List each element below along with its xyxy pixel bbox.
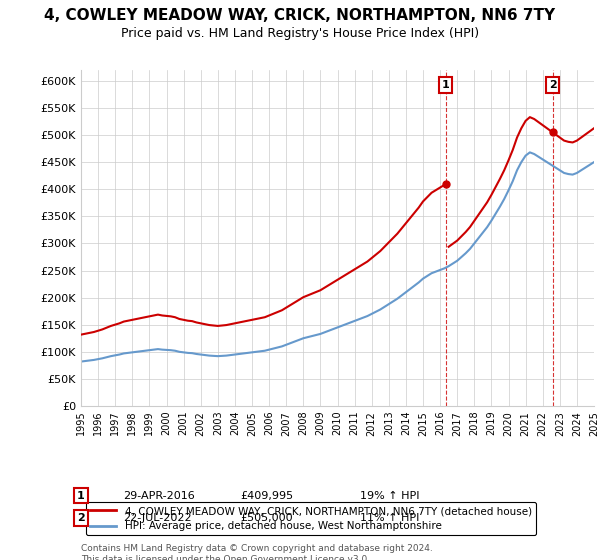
Text: Contains HM Land Registry data © Crown copyright and database right 2024.
This d: Contains HM Land Registry data © Crown c… <box>81 544 433 560</box>
Text: 1: 1 <box>77 491 85 501</box>
Text: £505,000: £505,000 <box>240 513 293 523</box>
Text: 2: 2 <box>549 80 556 90</box>
Text: 2: 2 <box>77 513 85 523</box>
Text: 4, COWLEY MEADOW WAY, CRICK, NORTHAMPTON, NN6 7TY: 4, COWLEY MEADOW WAY, CRICK, NORTHAMPTON… <box>44 8 556 24</box>
Legend: 4, COWLEY MEADOW WAY, CRICK, NORTHAMPTON, NN6 7TY (detached house), HPI: Average: 4, COWLEY MEADOW WAY, CRICK, NORTHAMPTON… <box>86 502 536 535</box>
Text: 22-JUL-2022: 22-JUL-2022 <box>123 513 191 523</box>
Text: 1: 1 <box>442 80 449 90</box>
Text: 29-APR-2016: 29-APR-2016 <box>123 491 195 501</box>
Text: Price paid vs. HM Land Registry's House Price Index (HPI): Price paid vs. HM Land Registry's House … <box>121 27 479 40</box>
Text: 11% ↑ HPI: 11% ↑ HPI <box>360 513 419 523</box>
Text: 19% ↑ HPI: 19% ↑ HPI <box>360 491 419 501</box>
Text: £409,995: £409,995 <box>240 491 293 501</box>
